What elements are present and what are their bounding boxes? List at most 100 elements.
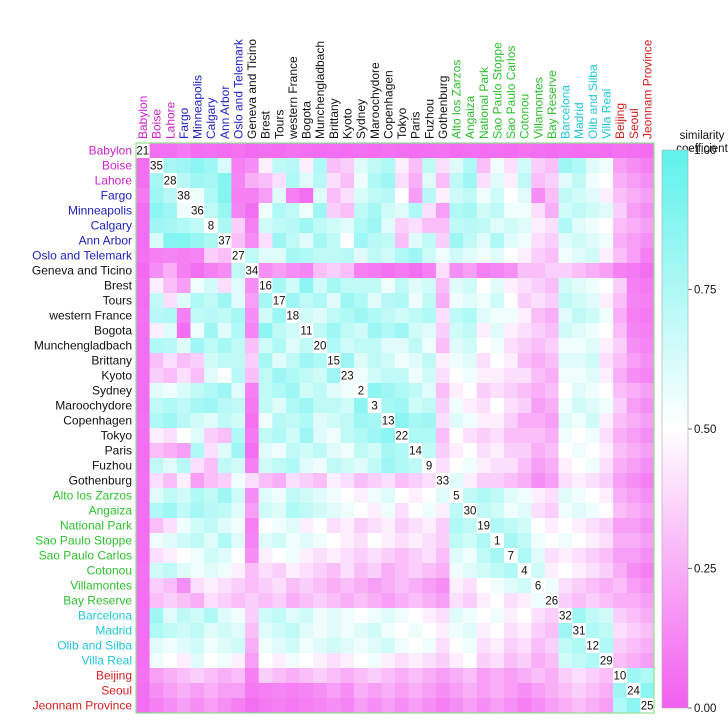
heatmap-cell <box>504 323 518 339</box>
column-labels: Babylon Boise Lahore Fargo Minneapolis Calgar… <box>136 38 654 140</box>
heatmap-cell <box>517 443 532 459</box>
heatmap-cell <box>285 173 300 189</box>
heatmap-cell <box>463 473 478 489</box>
heatmap-cell <box>463 323 478 339</box>
heatmap-cell <box>504 458 518 474</box>
heatmap-cell <box>326 233 341 249</box>
heatmap-cell <box>204 308 219 324</box>
heatmap-cell <box>422 308 437 324</box>
heatmap-cell <box>435 548 450 564</box>
heatmap-cell <box>599 413 614 429</box>
heatmap-cell <box>285 248 300 264</box>
heatmap-cell <box>245 488 259 504</box>
heatmap-cell <box>313 623 328 639</box>
row-label: Fuzhou <box>92 459 132 473</box>
heatmap-cell <box>435 563 450 579</box>
heatmap-cell <box>449 278 464 294</box>
heatmap-cell <box>476 158 491 174</box>
heatmap-cell <box>258 353 273 369</box>
heatmap-cell <box>422 158 437 174</box>
heatmap-cell <box>149 503 164 519</box>
heatmap-cell <box>558 353 573 369</box>
heatmap-cell <box>558 308 573 324</box>
heatmap-cell <box>326 668 341 684</box>
diagonal-sample-number: 35 <box>150 161 163 173</box>
heatmap-cell <box>136 203 150 219</box>
heatmap-cell <box>367 593 382 609</box>
row-label: National Park <box>60 519 133 533</box>
heatmap-cell <box>517 263 532 279</box>
heatmap-cell <box>558 548 573 564</box>
heatmap-cell <box>449 458 464 474</box>
heatmap-cell <box>272 248 287 264</box>
heatmap-cell <box>395 413 409 429</box>
heatmap-cell <box>422 338 437 354</box>
heatmap-cell <box>258 293 273 309</box>
heatmap-cell <box>217 308 232 324</box>
heatmap-cell <box>476 698 491 714</box>
heatmap-cell <box>490 248 505 264</box>
heatmap-cell <box>572 428 587 444</box>
heatmap-cell <box>231 188 246 204</box>
heatmap-cell <box>163 218 178 234</box>
row-label: Fargo <box>101 189 133 203</box>
heatmap-cell <box>640 623 655 639</box>
heatmap-cell <box>245 308 259 324</box>
heatmap-cell <box>272 518 287 534</box>
heatmap-cell <box>354 653 369 669</box>
heatmap-cell <box>504 698 518 714</box>
heatmap-cell <box>572 638 587 654</box>
heatmap-cell <box>163 503 178 519</box>
heatmap-cell <box>176 338 191 354</box>
heatmap-cell <box>585 263 600 279</box>
heatmap-cell <box>504 428 518 444</box>
heatmap-cell <box>136 623 150 639</box>
heatmap-cell <box>231 323 246 339</box>
heatmap-cell <box>585 593 600 609</box>
heatmap-cell <box>354 533 369 549</box>
heatmap-cell <box>626 518 641 534</box>
heatmap-cell <box>354 473 369 489</box>
heatmap-cell <box>313 578 328 594</box>
heatmap-cell <box>231 413 246 429</box>
heatmap-cell <box>626 203 641 219</box>
heatmap-cell <box>476 533 491 549</box>
heatmap-cell <box>176 668 191 684</box>
heatmap-cell <box>340 413 355 429</box>
heatmap-cell <box>585 218 600 234</box>
heatmap-cell <box>558 428 573 444</box>
diagonal-sample-number: 31 <box>573 626 586 638</box>
diagonal-cell <box>381 413 396 429</box>
column-label: Copenhagen <box>381 70 395 139</box>
heatmap-cell <box>531 443 546 459</box>
heatmap-cell <box>463 338 478 354</box>
heatmap-cell <box>136 188 150 204</box>
heatmap-cell <box>504 518 518 534</box>
heatmap-cell <box>408 413 423 429</box>
heatmap-cell <box>163 368 178 384</box>
heatmap-cell <box>381 578 396 594</box>
row-label: Minneapolis <box>68 204 132 218</box>
heatmap-cell <box>190 323 205 339</box>
column-label: Villa Real <box>599 89 613 139</box>
heatmap-cell <box>258 428 273 444</box>
heatmap-cell <box>613 443 628 459</box>
heatmap-cell <box>258 143 273 159</box>
heatmap-cell <box>149 653 164 669</box>
heatmap-cell <box>340 653 355 669</box>
heatmap-cell <box>299 488 314 504</box>
heatmap-cell <box>149 593 164 609</box>
heatmap-cell <box>395 323 409 339</box>
heatmap-cell <box>149 398 164 414</box>
heatmap-cell <box>449 668 464 684</box>
column-label: Fuzhou <box>422 99 436 139</box>
heatmap-cell <box>231 488 246 504</box>
heatmap-cell <box>613 338 628 354</box>
heatmap-cell <box>272 473 287 489</box>
heatmap-cell <box>408 203 423 219</box>
heatmap-cell <box>258 548 273 564</box>
heatmap-cell <box>572 488 587 504</box>
heatmap-cell <box>381 653 396 669</box>
heatmap-cell <box>354 608 369 624</box>
row-label: Angaiza <box>89 504 133 518</box>
